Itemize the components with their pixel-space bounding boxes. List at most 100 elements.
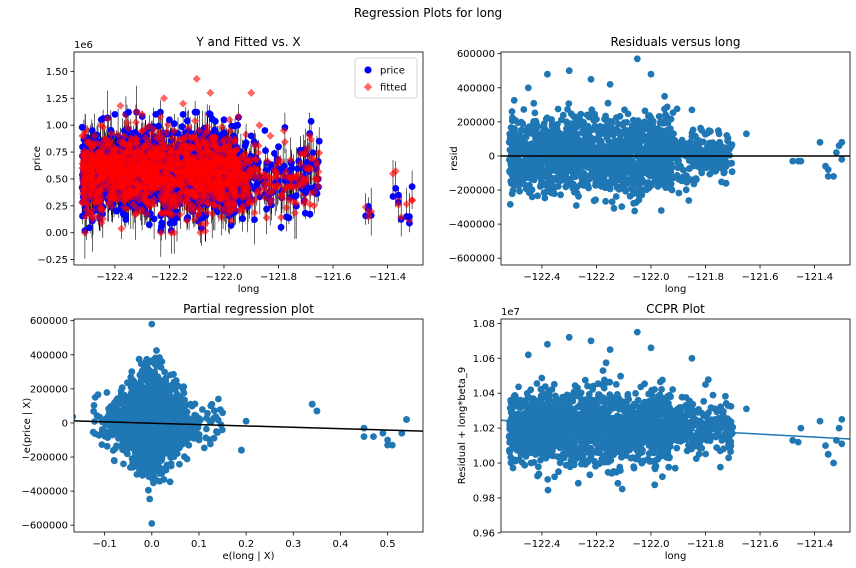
fitted-point (159, 150, 168, 159)
panel-title: Y and Fitted vs. X (195, 35, 300, 49)
fitted-point (224, 141, 233, 150)
fitted-point (152, 166, 161, 175)
fitted-point (166, 142, 175, 151)
fitted-point (238, 204, 247, 212)
price-point (263, 205, 270, 213)
fitted-point (199, 157, 208, 166)
fitted-point (107, 202, 116, 211)
price-point (288, 164, 296, 172)
fitted-point (132, 179, 141, 188)
fitted-point (211, 132, 220, 141)
price-point (253, 181, 261, 188)
fitted-point (195, 178, 204, 187)
fitted-point (84, 176, 93, 185)
fitted-point (301, 174, 310, 183)
fitted-point (109, 188, 118, 197)
price-point (211, 117, 219, 125)
fitted-points (78, 107, 417, 237)
fitted-point (117, 180, 126, 188)
fitted-point (147, 151, 156, 160)
fitted-point (156, 228, 165, 237)
fitted-point (120, 203, 129, 212)
fitted-point (231, 156, 240, 165)
legend: price fitted (354, 57, 418, 99)
price-point (241, 142, 249, 150)
fitted-point (123, 118, 131, 127)
fitted-point (229, 204, 238, 213)
y-tick-label: 0.75 (46, 148, 68, 159)
price-point (234, 121, 242, 129)
fitted-point (225, 161, 234, 170)
fitted-point (131, 118, 140, 127)
fitted-point (95, 166, 104, 175)
price-point (113, 207, 120, 215)
fitted-point (182, 185, 191, 194)
fitted-point (262, 213, 271, 222)
price-point (315, 137, 323, 145)
fitted-point (137, 127, 146, 136)
fitted-point (194, 187, 203, 196)
scatter-points (505, 96, 846, 215)
fitted-point (98, 206, 107, 215)
panel-residuals: −122.4 −122.2 −122.0 −121.8 −121.6 −121.4−600… (448, 35, 851, 295)
fitted-point (98, 214, 107, 223)
fitted-point (201, 227, 210, 236)
price-point (179, 111, 187, 118)
fitted-point (93, 177, 102, 186)
panels: −122.4 −122.2 −122.0 −121.8 −121.6 −121.4 −0.2… (21, 35, 851, 562)
fitted-point (303, 165, 312, 173)
price-point (301, 209, 309, 217)
fitted-point (176, 142, 185, 150)
fitted-point (250, 208, 259, 217)
fitted-point (129, 200, 138, 209)
figure-title: Regression Plots for long (354, 6, 502, 20)
fitted-point (114, 130, 123, 139)
fitted-point (78, 131, 87, 140)
price-point (183, 117, 191, 125)
fitted-point (217, 194, 226, 203)
point-cloud (505, 96, 846, 215)
fitted-point (280, 186, 288, 195)
fitted-point (166, 158, 175, 167)
fitted-point (305, 131, 314, 140)
fitted-point (146, 199, 155, 208)
fitted-point (227, 216, 236, 225)
fitted-point (230, 137, 239, 146)
fitted-point (217, 213, 226, 222)
price-point (220, 129, 228, 137)
fitted-point (109, 172, 118, 181)
fitted-point (283, 173, 292, 182)
fitted-point (212, 168, 221, 177)
fitted-point (160, 195, 169, 204)
fitted-point (277, 213, 286, 222)
price-point (78, 123, 86, 131)
fitted-point (250, 164, 259, 173)
plot-area (501, 55, 850, 215)
fitted-point (128, 187, 137, 196)
price-point (395, 191, 402, 199)
fitted-point (160, 94, 168, 103)
price-point (277, 223, 285, 231)
price-point (170, 120, 178, 128)
fitted-point (261, 193, 270, 202)
fitted-point (181, 134, 190, 143)
price-point (227, 222, 235, 229)
fitted-point (165, 181, 173, 189)
ticks: −122.4 −122.2 −122.0 −121.8 −121.6 −121.4 −0.2… (37, 67, 406, 283)
fitted-point (235, 162, 244, 171)
fitted-point (241, 149, 250, 158)
fitted-point (117, 224, 126, 233)
fitted-point (195, 147, 204, 156)
fitted-point (314, 167, 323, 176)
fitted-point (182, 151, 191, 160)
fitted-point (266, 131, 275, 140)
fitted-point (274, 155, 283, 164)
fitted-point (214, 202, 223, 211)
fitted-point (397, 213, 406, 222)
fitted-point (93, 159, 102, 168)
fitted-point (103, 114, 112, 123)
price-point (125, 108, 132, 116)
fitted-point (191, 116, 200, 125)
fitted-point (92, 196, 101, 205)
fitted-point (254, 141, 263, 150)
